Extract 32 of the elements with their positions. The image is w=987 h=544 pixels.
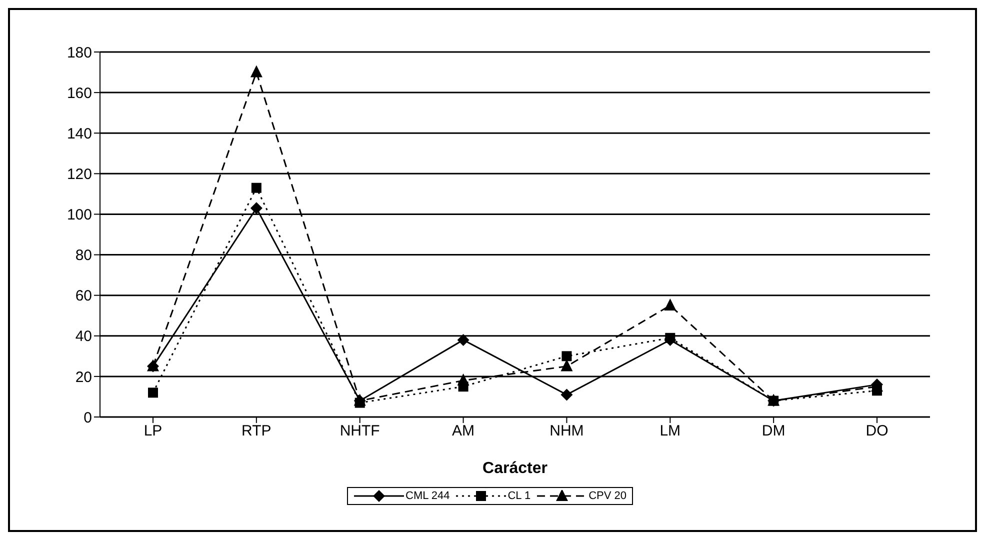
x-tick-label: DM [762, 422, 786, 440]
y-tick-label: 180 [66, 44, 92, 62]
y-tick-label: 140 [66, 125, 92, 142]
legend-label: CML 244 [406, 490, 450, 502]
legend-label: CL 1 [508, 490, 531, 502]
y-tick-label: 20 [75, 368, 92, 386]
x-tick-label: NHTF [340, 422, 380, 440]
point [250, 202, 262, 214]
point [457, 374, 470, 386]
point [457, 334, 470, 346]
x-tick-label: AM [452, 422, 475, 440]
y-tick-label: 160 [66, 84, 92, 102]
x-tick-label: RTP [242, 422, 272, 440]
x-tick-label: NHM [550, 422, 584, 440]
point [148, 388, 158, 398]
point [665, 332, 676, 343]
point [664, 298, 676, 310]
y-tick-label: 100 [66, 206, 92, 224]
x-tick-label: DO [866, 422, 888, 440]
point [562, 351, 572, 362]
y-tick-label: 80 [75, 247, 92, 264]
x-axis-title: Carácter [482, 460, 548, 477]
point [250, 65, 262, 78]
point [560, 388, 573, 401]
y-tick-label: 60 [75, 288, 92, 305]
y-tick-label: 40 [75, 328, 92, 346]
x-tick-label: LP [144, 422, 162, 440]
y-tick-label: 0 [84, 409, 92, 426]
y-tick-label: 120 [66, 166, 92, 183]
legend-label: CPV 20 [588, 490, 626, 502]
point [251, 182, 262, 193]
x-tick-label: LM [660, 422, 681, 440]
